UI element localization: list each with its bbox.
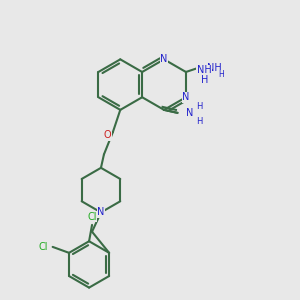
Text: H: H	[219, 70, 224, 80]
Text: H: H	[196, 102, 202, 111]
Text: N: N	[160, 54, 168, 64]
Text: H: H	[196, 117, 202, 126]
Text: Cl: Cl	[39, 242, 49, 252]
Text: N: N	[97, 207, 105, 218]
Text: NH: NH	[197, 65, 212, 76]
Text: H: H	[201, 75, 208, 85]
Text: N: N	[186, 108, 193, 118]
Text: O: O	[104, 130, 111, 140]
Text: Cl: Cl	[87, 212, 97, 222]
Text: N: N	[182, 92, 190, 102]
Text: NH: NH	[207, 62, 221, 73]
